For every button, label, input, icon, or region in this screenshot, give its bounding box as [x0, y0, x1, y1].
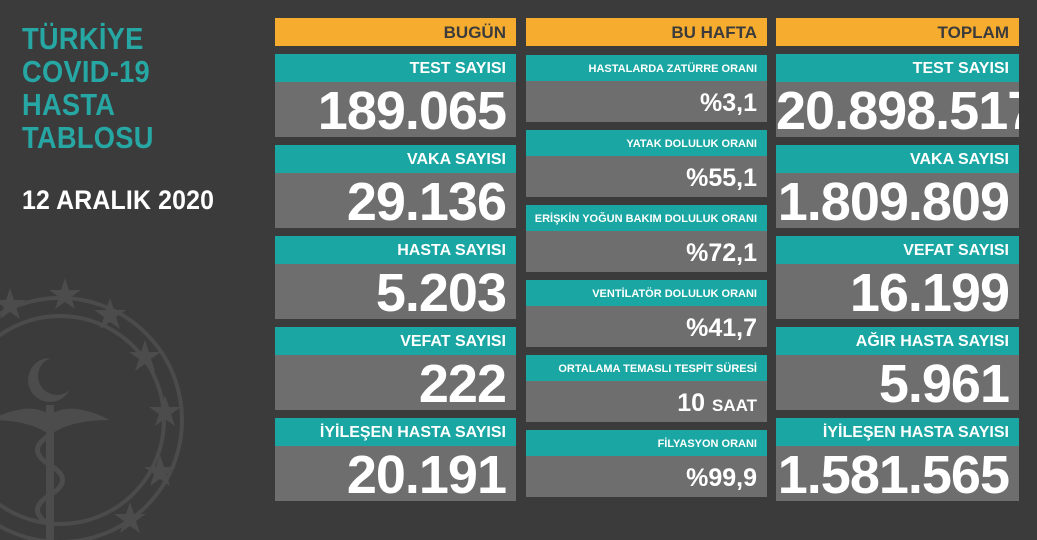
card-label: HASTALARDA ZATÜRRE ORANI — [526, 55, 767, 81]
card-value: 189.065 — [275, 82, 516, 137]
card-label: AĞIR HASTA SAYISI — [776, 327, 1019, 355]
card-label: FİLYASYON ORANI — [526, 430, 767, 456]
total-header: TOPLAM — [776, 18, 1019, 46]
card-value: %55,1 — [526, 156, 767, 197]
card-value: %41,7 — [526, 306, 767, 347]
card-value: 1.809.809 — [776, 173, 1019, 228]
card-value: 5.961 — [776, 355, 1019, 410]
card-label: VAKA SAYISI — [275, 145, 516, 173]
card-value: 16.199 — [776, 264, 1019, 319]
card-label: VEFAT SAYISI — [776, 236, 1019, 264]
total-test-card: TEST SAYISI 20.898.517 — [776, 54, 1019, 137]
card-value: %3,1 — [526, 81, 767, 122]
card-label: YATAK DOLULUK ORANI — [526, 130, 767, 156]
value-number: 10 — [677, 389, 706, 417]
card-label: HASTA SAYISI — [275, 236, 516, 264]
card-value: 1.581.565 — [776, 446, 1019, 501]
card-label: İYİLEŞEN HASTA SAYISI — [776, 418, 1019, 446]
today-header: BUGÜN — [275, 18, 516, 46]
card-label: VENTİLATÖR DOLULUK ORANI — [526, 280, 767, 306]
today-recovered-card: İYİLEŞEN HASTA SAYISI 20.191 — [275, 418, 516, 501]
week-bed-occupancy-card: YATAK DOLULUK ORANI %55,1 — [526, 130, 767, 197]
week-column: BU HAFTA HASTALARDA ZATÜRRE ORANI %3,1 Y… — [526, 18, 767, 497]
card-value: 20.191 — [275, 446, 516, 501]
week-pneumonia-card: HASTALARDA ZATÜRRE ORANI %3,1 — [526, 55, 767, 122]
card-value: 29.136 — [275, 173, 516, 228]
card-value: 20.898.517 — [776, 82, 1019, 137]
card-value: 222 — [275, 355, 516, 410]
card-label: ERİŞKİN YOĞUN BAKIM DOLULUK ORANI — [526, 205, 767, 231]
today-patient-card: HASTA SAYISI 5.203 — [275, 236, 516, 319]
card-label: İYİLEŞEN HASTA SAYISI — [275, 418, 516, 446]
week-filiation-card: FİLYASYON ORANI %99,9 — [526, 430, 767, 497]
report-date: 12 ARALIK 2020 — [22, 185, 215, 215]
today-column: BUGÜN TEST SAYISI 189.065 VAKA SAYISI 29… — [275, 18, 516, 501]
page-title: TÜRKİYE COVID-19 HASTA TABLOSU — [22, 21, 154, 155]
week-header: BU HAFTA — [526, 18, 767, 46]
today-test-card: TEST SAYISI 189.065 — [275, 54, 516, 137]
card-label: ORTALAMA TEMASLI TESPİT SÜRESİ — [526, 355, 767, 381]
card-label: TEST SAYISI — [776, 54, 1019, 82]
total-column: TOPLAM TEST SAYISI 20.898.517 VAKA SAYIS… — [776, 18, 1019, 501]
week-ventilator-card: VENTİLATÖR DOLULUK ORANI %41,7 — [526, 280, 767, 347]
card-value: 5.203 — [275, 264, 516, 319]
card-label: VAKA SAYISI — [776, 145, 1019, 173]
week-icu-occupancy-card: ERİŞKİN YOĞUN BAKIM DOLULUK ORANI %72,1 — [526, 205, 767, 272]
total-death-card: VEFAT SAYISI 16.199 — [776, 236, 1019, 319]
today-death-card: VEFAT SAYISI 222 — [275, 327, 516, 410]
card-label: TEST SAYISI — [275, 54, 516, 82]
card-value: %99,9 — [526, 456, 767, 497]
total-case-card: VAKA SAYISI 1.809.809 — [776, 145, 1019, 228]
card-label: VEFAT SAYISI — [275, 327, 516, 355]
today-case-card: VAKA SAYISI 29.136 — [275, 145, 516, 228]
card-value: %72,1 — [526, 231, 767, 272]
value-unit: SAAT — [711, 396, 757, 415]
card-value: 10 SAAT — [526, 381, 767, 422]
week-contact-time-card: ORTALAMA TEMASLI TESPİT SÜRESİ 10 SAAT — [526, 355, 767, 422]
total-recovered-card: İYİLEŞEN HASTA SAYISI 1.581.565 — [776, 418, 1019, 501]
total-critical-card: AĞIR HASTA SAYISI 5.961 — [776, 327, 1019, 410]
ministry-of-health-emblem-icon — [0, 278, 184, 540]
